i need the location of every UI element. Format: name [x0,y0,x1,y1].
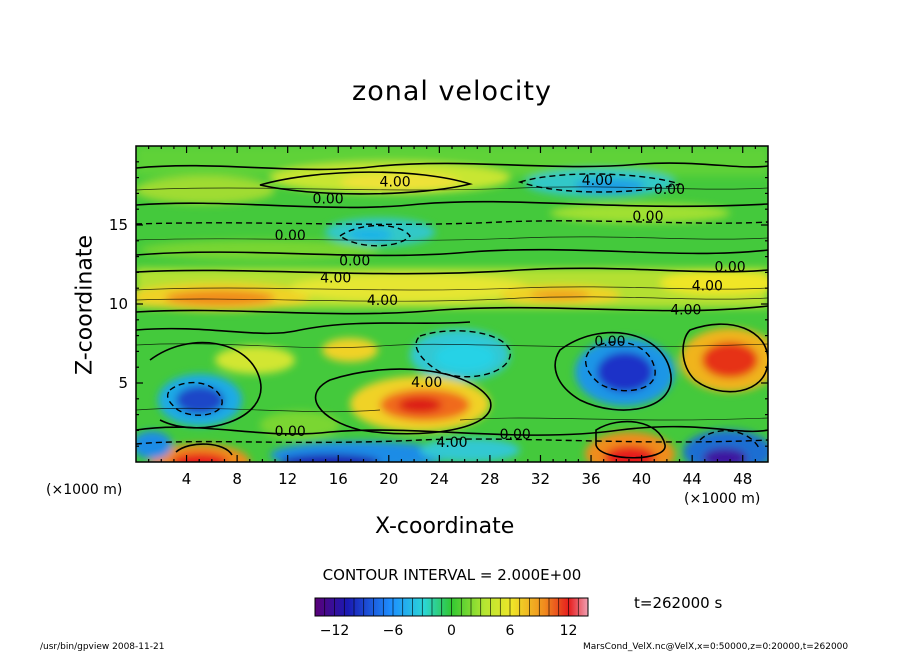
contour-label: 4.00 [380,174,411,190]
chart-title: zonal velocity [352,76,552,107]
contour-label: 4.00 [367,293,398,309]
contour-label: 0.00 [313,192,344,208]
contour-label: 0.00 [594,334,625,350]
y-tick-label: 5 [118,374,128,392]
x-tick-label: 48 [733,470,753,488]
x-tick-label: 44 [682,470,702,488]
contour-label: 4.00 [582,173,613,189]
footer-left: /usr/bin/gpview 2008-11-21 [40,642,165,652]
axis-ticks [136,146,768,462]
colorbar-tick-label: −12 [319,623,350,639]
time-label: t=262000 s [634,594,723,612]
contour-label: 4.00 [670,302,701,318]
contour-labels: 4.00 0.00 4.00 0.00 0.00 0.00 0.00 4.00 4.00 0.00… [275,173,746,451]
colorbar-tick-label: 6 [505,623,515,639]
colorbar-tick-label: −6 [382,623,404,639]
x-tick-label: 20 [379,470,399,488]
x-tick-label: 28 [480,470,500,488]
x-axis-label: X-coordinate [375,514,515,539]
heatmap-field [136,146,768,462]
contour-label: 4.00 [320,271,351,287]
x-unit-left: (×1000 m) [46,482,123,498]
y-axis-label: Z-coordinate [72,235,98,375]
y-tick-label: 15 [108,216,128,234]
contour-label: 0.00 [714,260,745,276]
contour-label: 0.00 [500,427,531,443]
contour-label: 0.00 [632,209,663,225]
footer-right: MarsCond_VelX.nc@VelX,x=0:50000,z=0:2000… [583,642,849,652]
colorbar [314,597,589,617]
contour-interval: CONTOUR INTERVAL = 2.000E+00 [322,566,582,584]
colorbar-tick-label: 0 [447,623,456,639]
contour-label: 0.00 [339,253,370,269]
contour-label: 0.00 [275,228,306,244]
x-tick-label: 32 [530,470,551,488]
colorbar-tick-label: 12 [559,623,578,639]
x-tick-label: 4 [181,470,192,488]
contour-label: 0.00 [654,182,685,198]
x-tick-label: 12 [278,470,298,488]
x-tick-label: 16 [328,470,348,488]
x-unit-right: (×1000 m) [684,491,761,507]
contour-label: 0.00 [275,424,306,440]
contour-label: 4.00 [411,375,442,391]
x-tick-label: 24 [429,470,449,488]
x-tick-label: 8 [232,470,242,488]
x-tick-label: 40 [632,470,652,488]
x-tick-label: 36 [581,470,601,488]
contour-label: 4.00 [436,435,467,451]
contour-label: 4.00 [692,279,723,295]
y-tick-label: 10 [108,295,128,313]
